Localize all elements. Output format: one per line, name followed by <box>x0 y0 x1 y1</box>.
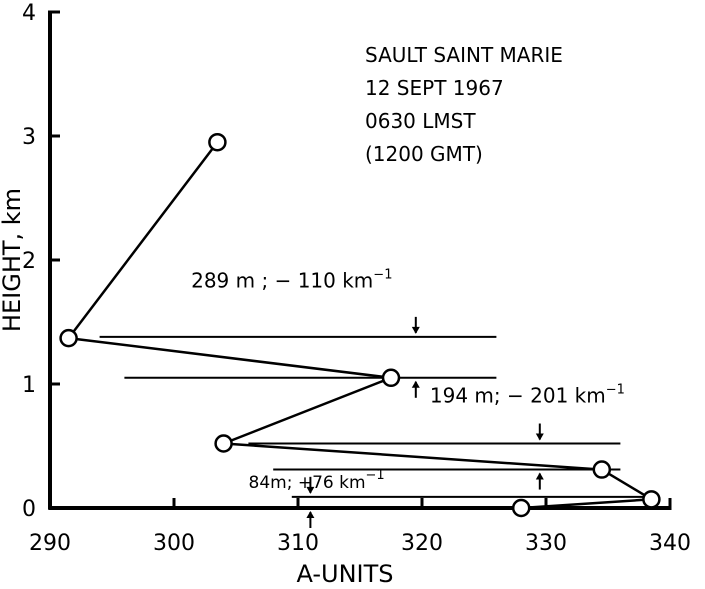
data-point <box>214 434 233 453</box>
layer-annotation-exponent: −1 <box>366 468 385 483</box>
title-line: SAULT SAINT MARIE <box>365 43 563 67</box>
layer-arrowhead <box>411 326 420 334</box>
layer-annotation: 84m; +76 km−1 <box>249 468 385 493</box>
x-tick-label: 300 <box>153 531 195 556</box>
series <box>59 132 661 518</box>
layer-arrowhead <box>306 486 315 494</box>
x-tick-label: 320 <box>401 531 443 556</box>
y-tick-label: 1 <box>22 373 36 398</box>
x-tick-label: 290 <box>29 531 71 556</box>
x-tick-label: 310 <box>277 531 319 556</box>
x-tick-label: 340 <box>649 531 691 556</box>
layer-annotation: 194 m; − 201 km−1 <box>430 383 625 408</box>
layer-annotation-exponent: −1 <box>606 383 625 398</box>
labels: 290 300 310 320 330 340 0 1 2 3 4 A-UNITS HEIGHT, km… <box>0 1 691 588</box>
layer-arrowhead <box>306 511 315 518</box>
y-tick-label: 4 <box>22 1 36 26</box>
title-line: 12 SEPT 1967 <box>365 76 504 100</box>
axes <box>48 10 672 510</box>
layer-arrowhead <box>411 380 420 388</box>
data-point <box>208 132 227 152</box>
title-line: (1200 GMT) <box>365 142 483 166</box>
layer-lines <box>99 316 652 528</box>
layer-arrowhead <box>535 433 544 441</box>
x-tick-label: 330 <box>525 531 567 556</box>
layer-annotation-exponent: −1 <box>373 267 392 282</box>
title-line: 0630 LMST <box>365 109 476 133</box>
data-point <box>592 460 612 479</box>
y-tick-label: 2 <box>22 249 36 274</box>
layer-arrowhead <box>535 472 544 480</box>
data-point <box>381 368 401 388</box>
x-axis-title: A-UNITS <box>296 560 393 588</box>
y-tick-label: 0 <box>22 497 36 522</box>
data-point <box>642 490 661 509</box>
layer-annotation: 289 m ; − 110 km−1 <box>191 267 392 292</box>
data-point <box>511 498 531 518</box>
series-line <box>66 141 656 510</box>
y-axis-title: HEIGHT, km <box>0 188 26 332</box>
y-tick-label: 3 <box>22 125 36 150</box>
data-point <box>59 328 78 348</box>
